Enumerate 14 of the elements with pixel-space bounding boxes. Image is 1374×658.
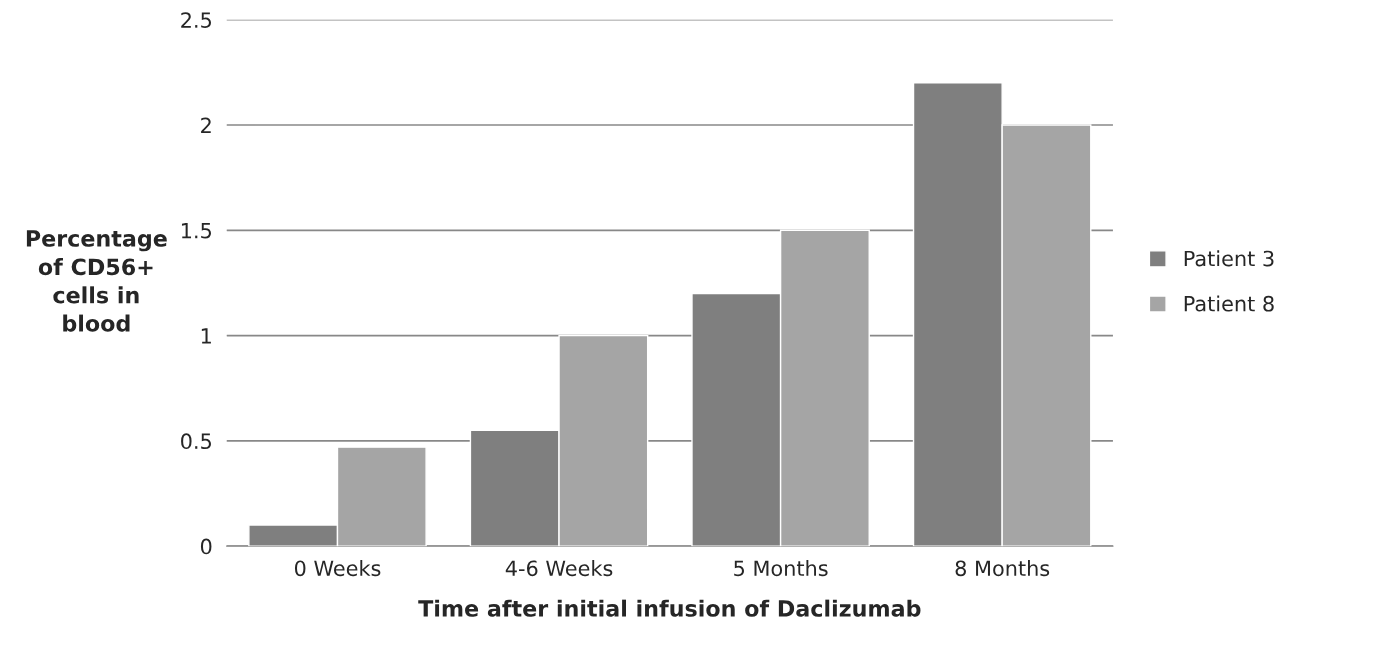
x-tick-label: 8 Months [955,560,1050,577]
y-tick-label: 0 [200,538,212,555]
y-tick-label: 2.5 [181,12,211,28]
x-tick-label: 5 Months [734,560,828,577]
x-tick-label: 4-6 Weeks [505,560,613,577]
y-tick-label: 1 [201,328,211,344]
y-tick-label: 0.5 [181,433,211,450]
y-tick-label: 2 [201,117,211,133]
legend-label: Patient 8 [1184,295,1274,312]
x-axis-title: Time after initial infusion of Daclizumab [418,599,921,617]
y-tick-label: 1.5 [181,223,211,239]
y-axis-title: Percentage of CD56+ cells in blood [26,230,167,332]
x-tick-label: 0 Weeks [294,560,381,577]
legend-label: Patient 3 [1184,250,1274,267]
